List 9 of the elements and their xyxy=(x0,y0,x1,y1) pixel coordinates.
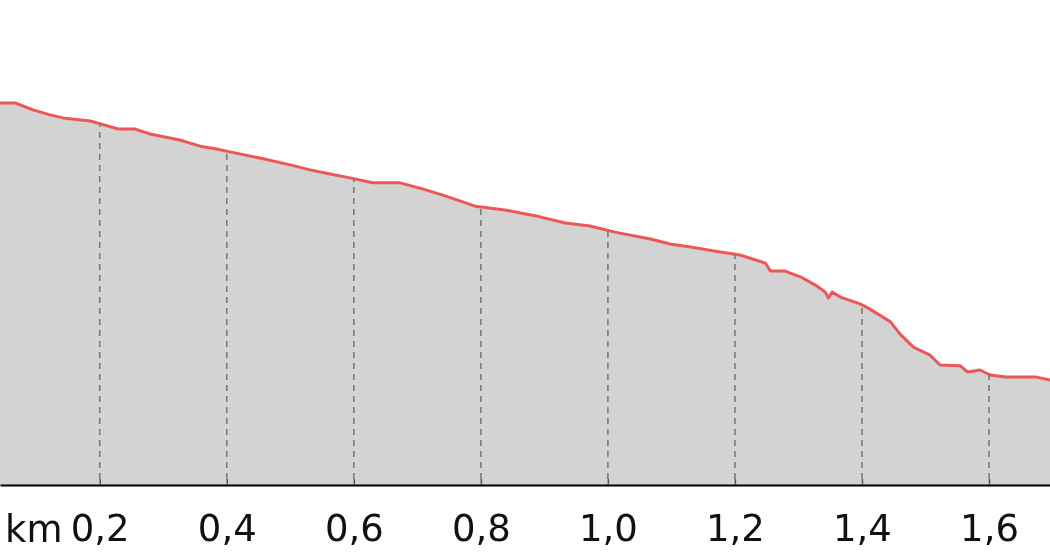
x-tick-label: 1,4 xyxy=(833,507,892,551)
x-tick-label: 0,4 xyxy=(197,507,257,551)
x-tick-label: 0,6 xyxy=(324,507,384,551)
x-axis-title: km xyxy=(5,508,63,551)
x-tick-label: 1,6 xyxy=(960,507,1019,551)
x-tick-label: 1,0 xyxy=(578,507,638,551)
x-tick-label: 0,8 xyxy=(451,507,511,551)
x-tick-label: 0,2 xyxy=(70,507,130,551)
x-tick-label: 1,2 xyxy=(706,507,765,551)
